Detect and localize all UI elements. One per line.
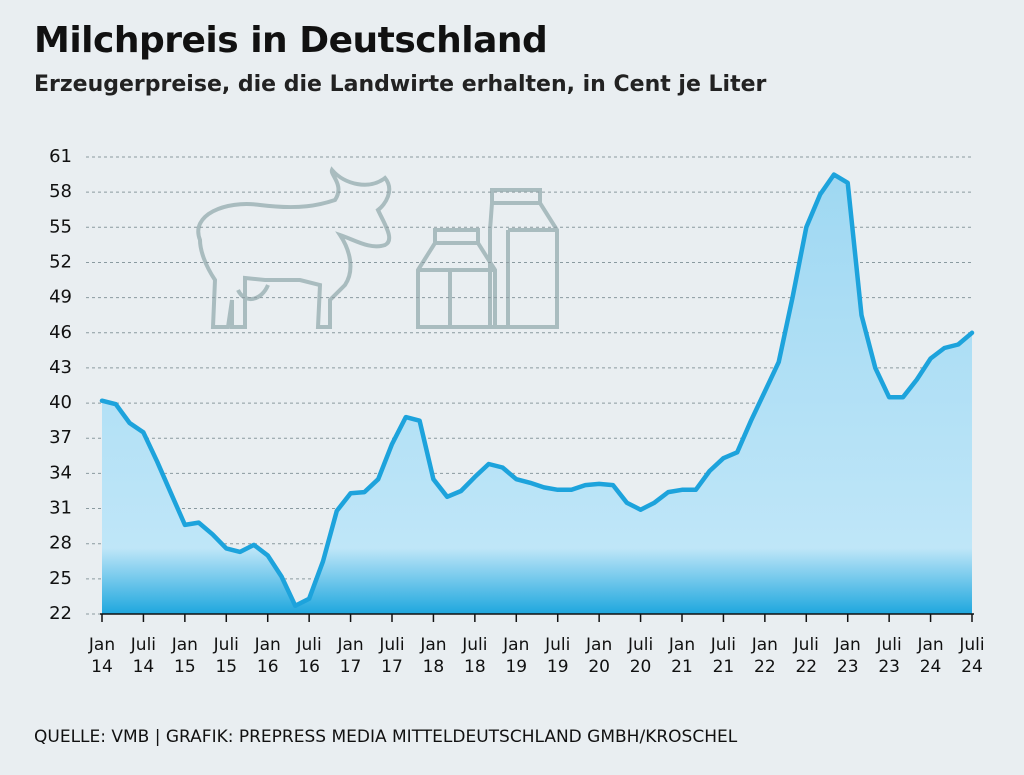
y-tick-label: 40 [49, 392, 72, 413]
x-tick-label: Juli 19 [545, 635, 571, 677]
x-tick-label: Juli 23 [876, 635, 902, 677]
y-tick-label: 46 [49, 322, 72, 343]
x-tick-label: Jan 18 [420, 635, 447, 677]
x-tick-label: Juli 16 [296, 635, 322, 677]
x-tick-label: Juli 14 [130, 635, 157, 677]
x-tick-label: Jan 14 [88, 635, 116, 677]
y-tick-label: 34 [49, 462, 72, 483]
x-tick-label: Juli 22 [793, 635, 819, 677]
y-tick-label: 52 [49, 251, 72, 272]
line [99, 172, 975, 609]
y-tick-label: 31 [49, 498, 72, 519]
x-tick-label: Juli 20 [627, 635, 654, 677]
chart-subtitle: Erzeugerpreise, die die Landwirte erhalt… [34, 72, 767, 97]
y-tick-label: 58 [49, 181, 72, 202]
x-tick-label: Jan 23 [834, 635, 861, 677]
y-tick-label: 25 [49, 568, 72, 589]
y-tick-label: 49 [49, 287, 72, 308]
cow-icon [196, 166, 392, 329]
x-tick-label: Juli 24 [959, 635, 985, 677]
y-tick-label: 37 [49, 427, 72, 448]
x-tick-label: Jan 17 [337, 635, 364, 677]
x-tick-label: Jan 19 [503, 635, 530, 677]
x-tick-label: Juli 21 [710, 635, 737, 677]
x-tick-label: Juli 18 [462, 635, 488, 677]
milk-icon [416, 188, 559, 329]
area [102, 174, 972, 614]
x-tick-label: Jan 24 [917, 635, 944, 677]
y-tick-label: 43 [49, 357, 72, 378]
x-tick-label: Jan 16 [254, 635, 281, 677]
y-tick-label: 55 [49, 216, 72, 237]
y-tick-label: 28 [49, 533, 72, 554]
x-tick-label: Juli 15 [213, 635, 239, 677]
y-tick-label: 22 [49, 603, 72, 624]
chart-title: Milchpreis in Deutschland [34, 20, 548, 61]
y-tick-label: 61 [49, 146, 72, 167]
x-tick-label: Jan 15 [171, 635, 198, 677]
x-tick-label: Jan 20 [586, 635, 613, 677]
source: QUELLE: VMB | GRAFIK: PREPRESS MEDIA MIT… [34, 727, 738, 747]
x-tick-label: Jan 22 [751, 635, 778, 677]
x-tick-label: Jan 21 [668, 635, 696, 677]
x-tick-label: Juli 17 [379, 635, 405, 677]
